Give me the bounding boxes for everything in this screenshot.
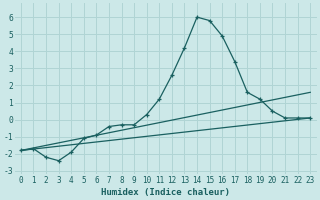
X-axis label: Humidex (Indice chaleur): Humidex (Indice chaleur) (101, 188, 230, 197)
